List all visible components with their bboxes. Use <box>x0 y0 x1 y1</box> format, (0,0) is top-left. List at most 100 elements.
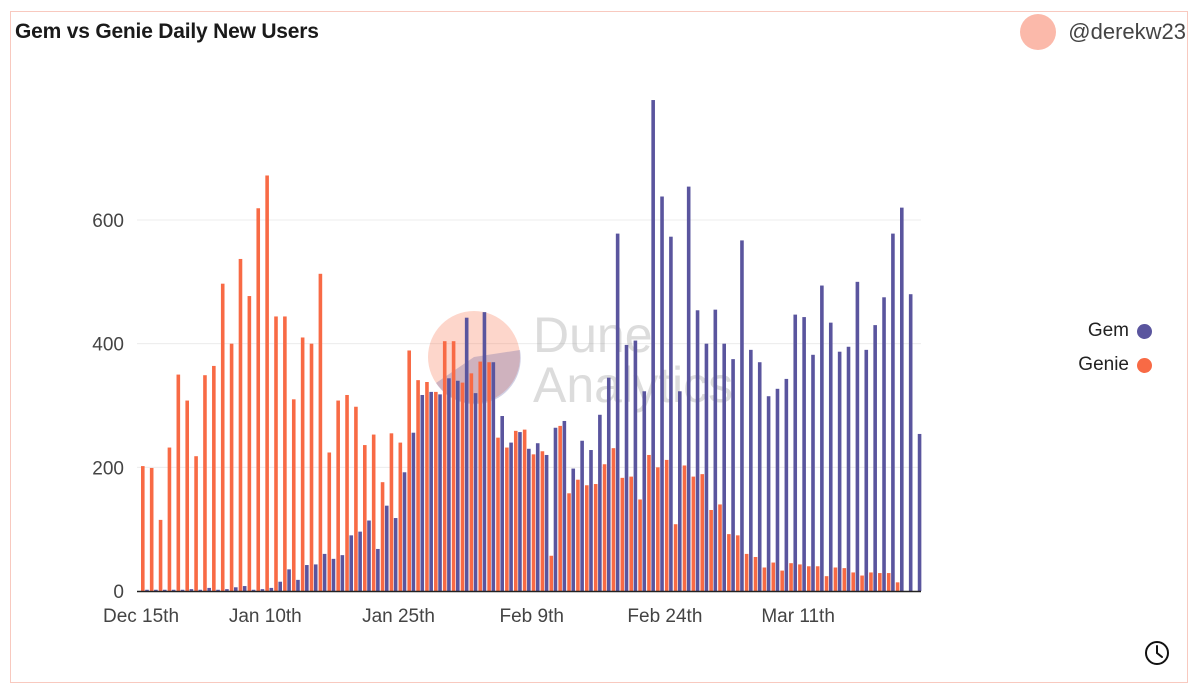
bar-gem[interactable] <box>527 448 531 591</box>
bar-gem[interactable] <box>811 354 815 591</box>
bar-genie[interactable] <box>336 400 340 591</box>
bar-gem[interactable] <box>908 294 913 591</box>
bar-genie[interactable] <box>753 556 758 591</box>
bar-genie[interactable] <box>363 445 367 591</box>
bar-genie[interactable] <box>345 394 349 591</box>
bar-gem[interactable] <box>242 586 247 591</box>
bar-gem[interactable] <box>482 312 487 591</box>
bar-gem[interactable] <box>145 589 149 591</box>
bar-genie[interactable] <box>238 258 243 591</box>
bar-genie[interactable] <box>274 316 278 591</box>
bar-gem[interactable] <box>846 346 851 591</box>
bar-gem[interactable] <box>287 569 291 591</box>
bar-gem[interactable] <box>873 325 877 591</box>
bar-gem[interactable] <box>402 472 407 591</box>
bar-genie[interactable] <box>265 175 269 592</box>
bar-gem[interactable] <box>225 589 229 591</box>
bar-genie[interactable] <box>602 464 607 591</box>
bar-genie[interactable] <box>434 391 438 591</box>
bar-gem[interactable] <box>234 587 238 591</box>
bar-gem[interactable] <box>180 589 185 591</box>
bar-gem[interactable] <box>305 565 309 591</box>
bar-gem[interactable] <box>544 454 549 591</box>
bar-genie[interactable] <box>691 476 696 591</box>
bar-gem[interactable] <box>251 589 256 591</box>
bar-genie[interactable] <box>860 575 864 591</box>
bar-gem[interactable] <box>411 432 416 591</box>
bar-gem[interactable] <box>535 443 540 591</box>
bar-gem[interactable] <box>686 186 691 592</box>
bar-genie[interactable] <box>593 484 598 591</box>
bar-gem[interactable] <box>553 427 558 591</box>
bar-genie[interactable] <box>141 466 145 591</box>
bar-gem[interactable] <box>438 394 442 591</box>
bar-genie[interactable] <box>664 459 669 591</box>
bar-genie[interactable] <box>398 442 403 591</box>
bar-genie[interactable] <box>842 568 847 591</box>
bar-gem[interactable] <box>900 207 904 591</box>
bar-gem[interactable] <box>296 579 300 591</box>
bar-gem[interactable] <box>820 285 824 591</box>
bar-genie[interactable] <box>496 437 500 591</box>
bar-genie[interactable] <box>176 374 181 591</box>
bar-genie[interactable] <box>558 425 562 591</box>
bar-gem[interactable] <box>358 531 362 591</box>
bar-genie[interactable] <box>744 553 749 591</box>
bar-gem[interactable] <box>349 535 354 591</box>
bar-genie[interactable] <box>318 273 323 591</box>
bar-genie[interactable] <box>451 341 456 591</box>
bar-gem[interactable] <box>669 236 673 591</box>
bar-genie[interactable] <box>194 456 198 591</box>
legend-item-genie[interactable]: Genie <box>1064 348 1152 382</box>
bar-genie[interactable] <box>442 341 447 591</box>
bar-gem[interactable] <box>793 314 798 591</box>
bar-gem[interactable] <box>278 581 282 591</box>
bar-genie[interactable] <box>638 499 642 591</box>
bar-genie[interactable] <box>718 504 722 591</box>
bar-gem[interactable] <box>456 380 460 591</box>
bar-gem[interactable] <box>624 344 629 591</box>
bar-gem[interactable] <box>464 317 469 591</box>
bar-gem[interactable] <box>562 420 567 591</box>
bar-gem[interactable] <box>606 377 611 591</box>
bar-gem[interactable] <box>189 589 194 591</box>
bar-gem[interactable] <box>571 468 576 591</box>
bar-gem[interactable] <box>633 340 638 591</box>
bar-gem[interactable] <box>393 518 398 591</box>
legend-item-gem[interactable]: Gem <box>1064 314 1152 348</box>
bar-gem[interactable] <box>598 414 602 591</box>
bar-genie[interactable] <box>469 373 474 591</box>
bar-gem[interactable] <box>757 362 762 591</box>
bar-genie[interactable] <box>673 524 678 591</box>
bar-genie[interactable] <box>727 534 731 591</box>
bar-gem[interactable] <box>642 391 647 591</box>
bar-gem[interactable] <box>695 310 700 591</box>
bar-genie[interactable] <box>682 465 687 591</box>
bar-gem[interactable] <box>722 343 726 591</box>
bar-gem[interactable] <box>384 505 389 591</box>
bar-genie[interactable] <box>291 399 296 591</box>
bar-genie[interactable] <box>460 382 465 591</box>
bar-genie[interactable] <box>789 563 793 591</box>
bar-genie[interactable] <box>407 350 411 591</box>
bar-genie[interactable] <box>167 447 172 591</box>
bar-gem[interactable] <box>704 343 709 591</box>
bar-gem[interactable] <box>731 359 735 591</box>
bar-genie[interactable] <box>185 400 189 591</box>
bar-gem[interactable] <box>615 233 620 591</box>
bar-genie[interactable] <box>771 562 776 591</box>
bar-genie[interactable] <box>522 429 527 591</box>
bar-genie[interactable] <box>798 564 802 591</box>
bar-genie[interactable] <box>309 343 314 591</box>
bar-gem[interactable] <box>864 349 869 591</box>
bar-gem[interactable] <box>678 391 682 591</box>
bar-genie[interactable] <box>513 430 518 591</box>
bar-genie[interactable] <box>611 448 616 591</box>
bar-genie[interactable] <box>815 566 820 591</box>
bar-gem[interactable] <box>207 587 211 591</box>
bar-genie[interactable] <box>203 375 207 591</box>
bar-genie[interactable] <box>762 567 767 591</box>
bar-gem[interactable] <box>500 416 504 591</box>
bar-genie[interactable] <box>229 343 234 591</box>
bar-gem[interactable] <box>660 196 664 591</box>
